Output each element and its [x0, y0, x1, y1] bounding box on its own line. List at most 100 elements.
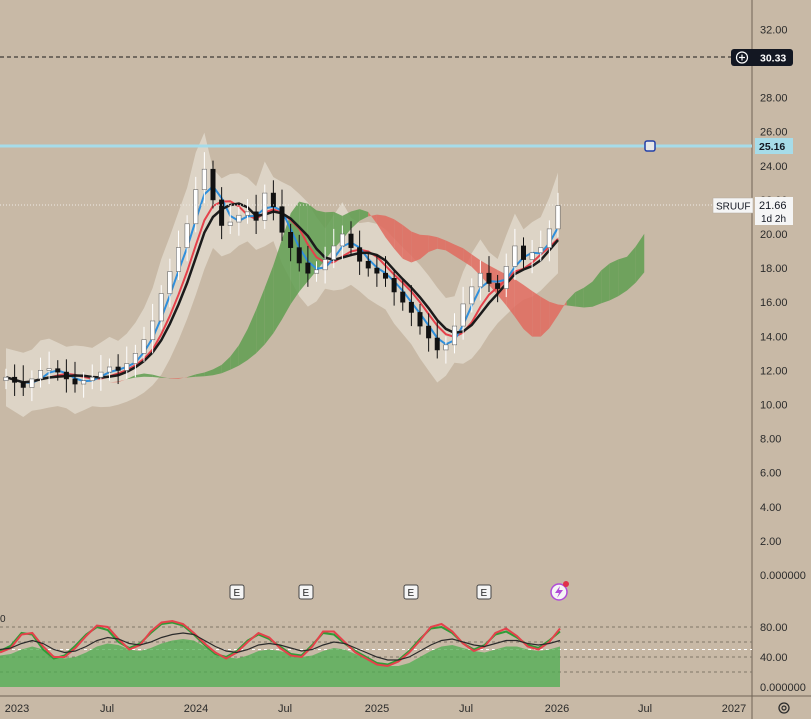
candle[interactable] — [98, 355, 104, 391]
cloud-segment — [601, 263, 610, 304]
candle[interactable] — [89, 364, 95, 390]
cloud-segment — [402, 224, 412, 263]
last-price-tag: SRUUF 21.66 1d 2h — [712, 197, 793, 225]
alert-price-tag[interactable]: 30.33 — [731, 49, 793, 66]
lightning-icon[interactable] — [550, 581, 569, 601]
candle[interactable] — [236, 206, 242, 236]
candle[interactable] — [115, 354, 121, 385]
candle[interactable] — [434, 320, 440, 359]
candle[interactable] — [391, 269, 397, 306]
candle[interactable] — [12, 364, 18, 396]
candle[interactable] — [124, 346, 130, 379]
candle[interactable] — [426, 313, 432, 352]
candle[interactable] — [477, 260, 483, 301]
time-axis[interactable]: 2023 Jul 2024 Jul 2025 Jul 2026 Jul 2027 — [5, 703, 746, 715]
candle[interactable] — [555, 192, 561, 238]
candle[interactable] — [331, 228, 337, 269]
horizontal-line-value: 25.16 — [759, 141, 785, 153]
candle[interactable] — [20, 365, 26, 396]
candle[interactable] — [495, 274, 501, 303]
candle[interactable] — [365, 252, 371, 277]
candle[interactable] — [512, 228, 518, 281]
candle[interactable] — [72, 361, 78, 393]
earnings-marker: E — [298, 584, 314, 600]
candle[interactable] — [538, 230, 544, 262]
gear-icon[interactable] — [778, 702, 790, 714]
candle[interactable] — [150, 303, 156, 354]
candle[interactable] — [262, 184, 268, 229]
earnings-marker: E — [476, 584, 492, 600]
price-tick-label: 4.00 — [760, 502, 781, 514]
candle[interactable] — [201, 152, 207, 204]
candle[interactable] — [107, 358, 113, 381]
candle[interactable] — [451, 313, 457, 354]
candle[interactable] — [184, 215, 190, 262]
candle[interactable] — [460, 286, 466, 340]
candle[interactable] — [141, 326, 147, 362]
time-tick-label: Jul — [278, 703, 292, 715]
candle[interactable] — [132, 344, 138, 378]
candle[interactable] — [503, 253, 509, 298]
candle[interactable] — [408, 285, 414, 327]
candle[interactable] — [374, 255, 380, 287]
candle[interactable] — [443, 336, 449, 364]
candle[interactable] — [520, 237, 526, 269]
candle[interactable] — [339, 225, 345, 260]
cloud-segment — [609, 259, 619, 301]
candle[interactable] — [469, 278, 475, 313]
candle[interactable] — [176, 230, 182, 281]
candle[interactable] — [63, 359, 69, 393]
candles[interactable] — [3, 152, 561, 402]
candle[interactable] — [37, 357, 43, 388]
candle[interactable] — [546, 220, 552, 262]
candle[interactable] — [81, 372, 87, 398]
candle[interactable] — [270, 180, 276, 221]
candle[interactable] — [245, 199, 251, 224]
candle[interactable] — [279, 189, 285, 241]
plus-circle-icon[interactable] — [735, 51, 749, 64]
horizontal-line-handle[interactable] — [644, 140, 656, 152]
candle[interactable] — [253, 194, 259, 234]
earnings-markers[interactable]: E E E E — [229, 581, 569, 601]
cloud-segment — [187, 374, 196, 378]
candle[interactable] — [417, 303, 423, 335]
cloud-segment — [221, 356, 231, 374]
cloud-segment — [575, 287, 584, 308]
cloud-segment — [169, 377, 179, 379]
candle[interactable] — [158, 285, 164, 330]
candle[interactable] — [55, 360, 61, 381]
cloud-segment — [273, 239, 282, 334]
candle[interactable] — [296, 234, 302, 272]
cloud-segment — [566, 292, 576, 307]
cloud-segment — [385, 215, 395, 249]
cloud-segment — [195, 372, 205, 377]
cloud-segment — [161, 376, 170, 379]
candle[interactable] — [305, 245, 311, 287]
candle[interactable] — [348, 221, 354, 257]
cloud-segment — [126, 375, 136, 380]
cloud-segment — [549, 301, 558, 329]
candle[interactable] — [400, 279, 406, 311]
candle[interactable] — [3, 368, 9, 390]
candle[interactable] — [322, 246, 328, 284]
candle[interactable] — [382, 256, 388, 287]
price-tick-label: 16.00 — [760, 297, 788, 309]
candle[interactable] — [486, 256, 492, 292]
price-tick-label: 24.00 — [760, 161, 788, 173]
candle[interactable] — [357, 230, 363, 275]
candle[interactable] — [288, 223, 294, 262]
candle[interactable] — [167, 258, 173, 308]
price-tick-label: 32.00 — [760, 24, 788, 36]
candle[interactable] — [46, 351, 52, 385]
candle[interactable] — [219, 187, 225, 240]
cloud-segment — [152, 374, 162, 378]
candle[interactable] — [313, 261, 319, 282]
cloud-segment — [428, 235, 438, 253]
candle[interactable] — [529, 239, 535, 274]
cloud-segment — [532, 290, 541, 337]
candle[interactable] — [210, 160, 216, 209]
oscillator-pane[interactable]: 80.00 40.00 0.000000 — [0, 619, 806, 694]
candle[interactable] — [227, 205, 233, 234]
candle[interactable] — [29, 370, 35, 402]
